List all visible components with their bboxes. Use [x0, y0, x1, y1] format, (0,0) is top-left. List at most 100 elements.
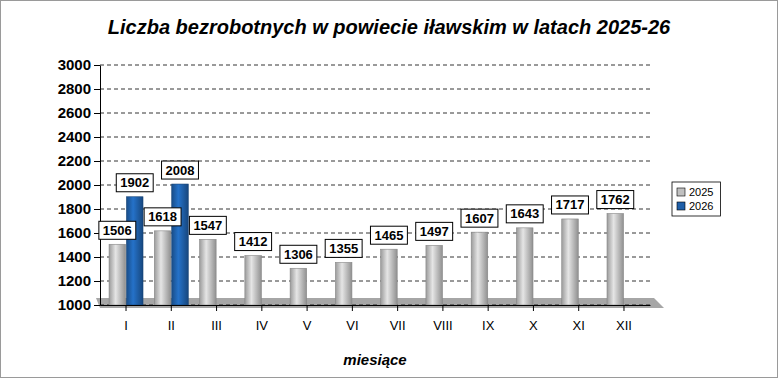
- data-label: 1355: [325, 239, 362, 257]
- data-label-text: 1643: [510, 206, 539, 221]
- x-tick-mark: [533, 305, 534, 311]
- bar: [126, 197, 143, 305]
- x-tick-mark: [307, 305, 308, 311]
- x-tick: II: [168, 305, 175, 333]
- data-label: 1643: [506, 205, 543, 223]
- x-tick: I: [124, 305, 128, 333]
- x-axis-line: [101, 305, 651, 306]
- legend-swatch: [677, 188, 685, 196]
- x-axis: IIIIIIIVVVIVIIVIIIIXXXIXII: [101, 305, 651, 333]
- x-tick-mark: [578, 305, 579, 311]
- data-label-box: [597, 191, 634, 209]
- x-tick-label: VII: [390, 318, 406, 333]
- title: Liczba bezrobotnych w powiecie iławskim …: [108, 16, 671, 38]
- data-label-box: [144, 208, 181, 226]
- y-tick-label: 1600: [58, 224, 91, 241]
- data-label-text: 1547: [193, 218, 222, 233]
- y-tick-mark: [94, 185, 100, 186]
- x-tick: IX: [482, 305, 495, 333]
- y-tick: 1000: [58, 296, 100, 313]
- y-tick-label: 1800: [58, 200, 91, 217]
- x-tick-mark: [126, 305, 127, 311]
- y-tick: 1200: [58, 272, 100, 289]
- bar: [200, 239, 217, 305]
- y-tick-mark: [94, 257, 100, 258]
- data-label-text: 1902: [120, 175, 149, 190]
- data-label: 1306: [280, 245, 317, 263]
- x-tick: V: [303, 305, 312, 333]
- data-label-box: [325, 239, 362, 257]
- y-tick-mark: [94, 281, 100, 282]
- bar: [381, 249, 398, 305]
- x-tick-label: XII: [616, 318, 632, 333]
- x-tick-label: IX: [482, 318, 495, 333]
- x-tick-label: VIII: [433, 318, 453, 333]
- grid-line: [100, 89, 650, 90]
- x-tick-label: X: [529, 318, 538, 333]
- x-tick: III: [211, 305, 222, 333]
- data-label-box: [461, 209, 498, 227]
- bar: [516, 228, 533, 305]
- legend-label: 2026: [689, 200, 713, 212]
- data-label-box: [506, 205, 543, 223]
- x-tick: IV: [256, 305, 269, 333]
- y-axis: 1000120014001600180020002200240026002800…: [58, 56, 101, 313]
- y-tick-mark: [94, 65, 100, 66]
- x-tick: XII: [616, 305, 632, 333]
- x-tick-mark: [442, 305, 443, 311]
- x-tick: VII: [390, 305, 406, 333]
- data-label: 1618: [144, 208, 181, 226]
- y-tick-mark: [94, 113, 100, 114]
- data-label-text: 2008: [166, 163, 195, 178]
- bar: [245, 256, 262, 305]
- data-label: 2008: [162, 161, 199, 179]
- y-tick-label: 1000: [58, 296, 91, 313]
- data-label-box: [189, 216, 226, 234]
- x-tick-mark: [623, 305, 624, 311]
- bar: [335, 262, 352, 305]
- y-tick: 1800: [58, 200, 100, 217]
- data-label-box: [552, 196, 589, 214]
- x-tick-mark: [261, 305, 262, 311]
- data-labels: 1506161815471412130613551465149716071643…: [99, 161, 634, 263]
- x-tick-label: XI: [573, 318, 585, 333]
- bar: [172, 184, 189, 305]
- data-label-text: 1717: [556, 197, 585, 212]
- data-label-box: [370, 226, 407, 244]
- x-tick-mark: [488, 305, 489, 311]
- y-tick-label: 2600: [58, 104, 91, 121]
- grid: [100, 65, 650, 305]
- data-label: 1717: [552, 196, 589, 214]
- x-tick-mark: [171, 305, 172, 311]
- data-label: 1607: [461, 209, 498, 227]
- data-label-text: 1618: [148, 209, 177, 224]
- x-tick-mark: [397, 305, 398, 311]
- y-tick-label: 2000: [58, 176, 91, 193]
- grid-line: [100, 113, 650, 114]
- y-tick-mark: [94, 137, 100, 138]
- data-label-text: 1762: [601, 192, 630, 207]
- data-label-box: [116, 174, 153, 192]
- y-tick-mark: [94, 89, 100, 90]
- legend-box: [672, 182, 720, 216]
- y-tick-label: 1400: [58, 248, 91, 265]
- y-tick: 2400: [58, 128, 100, 145]
- legend-label: 2025: [689, 186, 713, 198]
- bar: [109, 244, 126, 305]
- x-tick-mark: [216, 305, 217, 311]
- x-axis-title: miesiące: [343, 351, 406, 368]
- data-label-text: 1412: [239, 234, 268, 249]
- grid-line: [100, 137, 650, 138]
- x-tick-mark: [352, 305, 353, 311]
- data-label: 1412: [235, 233, 272, 251]
- y-tick-label: 2800: [58, 80, 91, 97]
- x-tick: X: [529, 305, 538, 333]
- data-label: 1762: [597, 191, 634, 209]
- x-tick-label: VI: [346, 318, 358, 333]
- bars: [109, 184, 623, 305]
- bar: [154, 231, 171, 305]
- bar: [290, 268, 307, 305]
- x-tick-label: IV: [256, 318, 269, 333]
- chart: Liczba bezrobotnych w powiecie iławskim …: [0, 0, 778, 378]
- data-label-box: [162, 161, 199, 179]
